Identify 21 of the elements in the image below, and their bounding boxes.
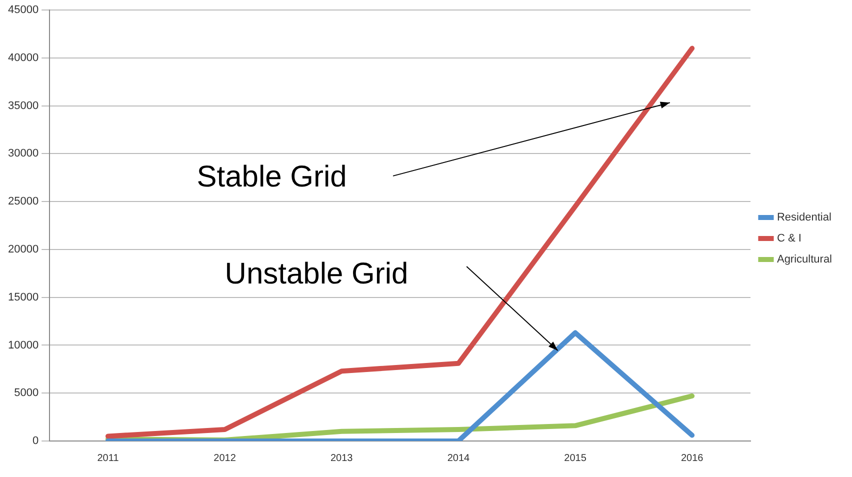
legend-label: Agricultural	[776, 254, 832, 266]
x-tick-label: 2013	[330, 452, 354, 464]
x-tick-label: 2016	[680, 452, 704, 464]
y-tick-label: 15000	[8, 291, 39, 304]
y-tick-label: 20000	[8, 243, 39, 256]
y-tick-label: 30000	[8, 148, 39, 160]
y-tick-label: 40000	[8, 52, 39, 64]
annotation: Stable Grid	[196, 160, 347, 194]
x-tick-label: 2011	[97, 452, 120, 464]
legend-label: Residential	[776, 212, 832, 224]
x-tick-label: 2014	[447, 452, 470, 464]
x-tick-label: 2015	[564, 452, 587, 464]
y-tick-label: 10000	[8, 339, 39, 352]
annotation: Unstable Grid	[224, 257, 408, 290]
x-tick-label: 2012	[214, 452, 236, 464]
y-tick-label: 5000	[14, 387, 39, 400]
y-tick-label: 25000	[8, 196, 39, 208]
y-tick-label: 45000	[8, 4, 39, 16]
y-tick-label: 0	[32, 435, 39, 448]
y-tick-label: 35000	[8, 100, 39, 112]
legend-label: C & I	[776, 232, 802, 245]
